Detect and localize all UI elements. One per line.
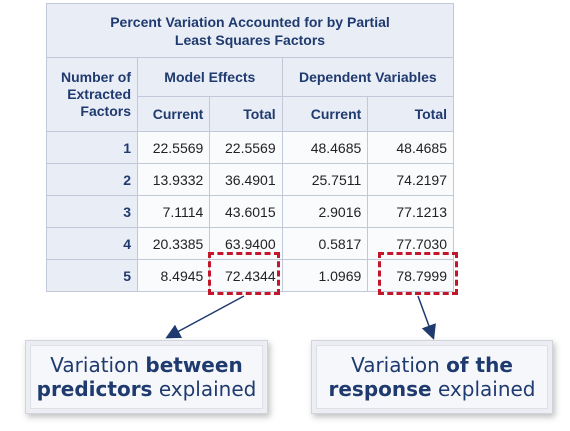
stub-header-line3: Factors: [80, 103, 131, 119]
dv-total-cell: 78.7999: [367, 259, 454, 292]
me-total-cell: 22.5569: [209, 131, 283, 164]
callout-right-bold1: of the: [446, 353, 513, 377]
table-row: 5 8.4945 72.4344 1.0969 78.7999: [46, 259, 454, 292]
table-title: Percent Variation Accounted for by Parti…: [46, 3, 454, 58]
me-total-header: Total: [209, 96, 283, 132]
stub-header-line2: Extracted: [67, 86, 131, 102]
table-row: 3 7.1114 43.6015 2.9016 77.1213: [46, 195, 454, 228]
highlight-model-total: [208, 252, 280, 295]
model-effects-header: Model Effects: [137, 57, 283, 97]
callout-between-predictors-inner: Variation between predictors explained: [30, 345, 263, 409]
me-current-cell: 20.3385: [136, 227, 211, 260]
callout-left-text: Variation between predictors explained: [37, 353, 257, 401]
me-current-cell: 22.5569: [136, 131, 211, 164]
me-total-cell: 36.4901: [209, 163, 283, 196]
callout-left-bold1: between: [145, 353, 243, 377]
dv-total-cell: 48.4685: [367, 131, 454, 164]
dv-current-header: Current: [281, 96, 369, 132]
me-total-cell: 43.6015: [209, 195, 283, 228]
dv-current-cell: 2.9016: [281, 195, 369, 228]
highlight-dependent-total: [378, 252, 458, 295]
me-current-cell: 8.4945: [136, 259, 211, 292]
dv-total-cell: 74.2197: [367, 163, 454, 196]
me-total-cell: 72.4344: [209, 259, 283, 292]
stub-header-line1: Number of: [61, 69, 131, 85]
row-factor: 1: [46, 131, 138, 164]
callout-right-text: Variation of the response explained: [329, 353, 536, 401]
callout-right-post: explained: [431, 377, 536, 401]
callout-left-post: explained: [152, 377, 257, 401]
table-row: 2 13.9332 36.4901 25.7511 74.2197: [46, 163, 454, 196]
row-factor: 4: [46, 227, 138, 260]
dv-total-cell: 77.1213: [367, 195, 454, 228]
row-factor: 5: [46, 259, 138, 292]
dv-total-header: Total: [367, 96, 454, 132]
dv-current-cell: 0.5817: [281, 227, 369, 260]
callout-of-response-inner: Variation of the response explained: [316, 345, 548, 409]
table-row: 1 22.5569 22.5569 48.4685 48.4685: [46, 131, 454, 164]
pls-variation-table: Percent Variation Accounted for by Parti…: [46, 3, 455, 292]
dependent-variables-header: Dependent Variables: [281, 57, 455, 97]
arrow-left: [165, 295, 245, 339]
callout-left-bold2: predictors: [36, 377, 153, 401]
table-title-line2: Least Squares Factors: [174, 31, 326, 48]
arrow-right: [417, 295, 436, 340]
callout-of-response: Variation of the response explained: [311, 340, 553, 414]
table-title-line1: Percent Variation Accounted for by Parti…: [110, 13, 390, 30]
callout-left-pre: Variation: [50, 353, 146, 377]
callout-right-bold2: response: [328, 377, 432, 401]
factors-stub-header: Number of Extracted Factors: [46, 57, 138, 132]
me-current-cell: 13.9332: [136, 163, 211, 196]
callout-between-predictors: Variation between predictors explained: [25, 340, 268, 414]
callout-right-pre: Variation: [351, 353, 447, 377]
dv-current-cell: 48.4685: [281, 131, 369, 164]
row-factor: 2: [46, 163, 138, 196]
dv-current-cell: 25.7511: [281, 163, 369, 196]
